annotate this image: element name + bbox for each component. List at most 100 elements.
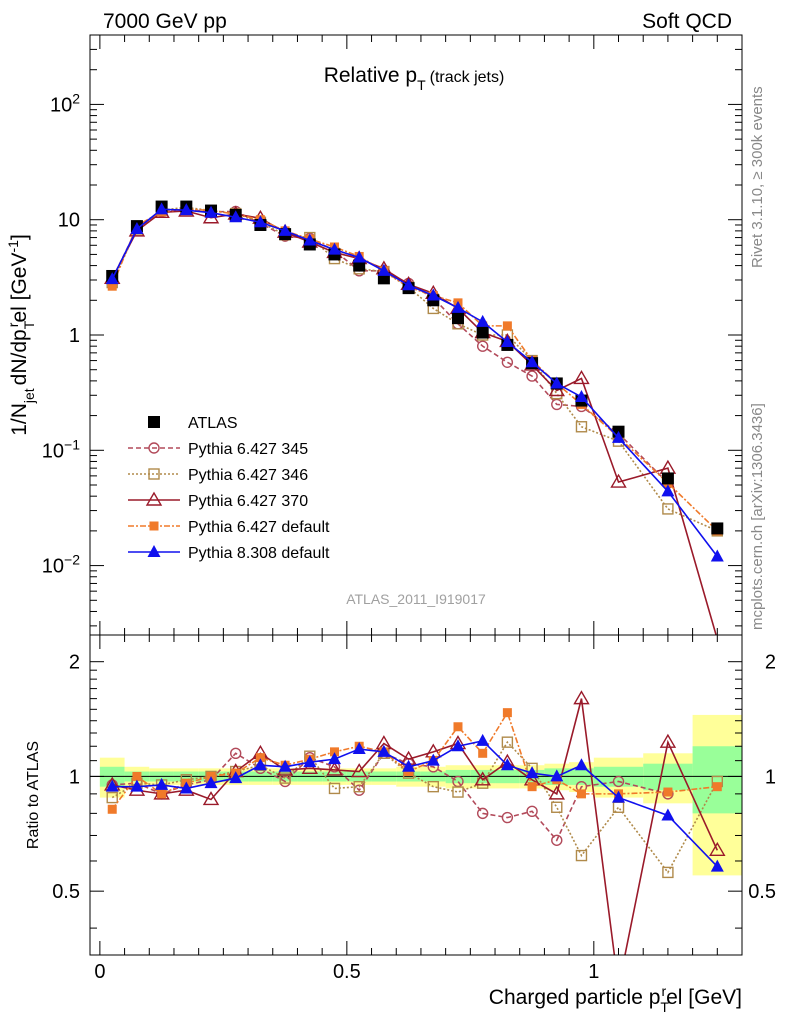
- data-point: [612, 430, 626, 443]
- ratio-point: [501, 736, 514, 748]
- header-left-label: 7000 GeV pp: [103, 10, 227, 33]
- svg-text:Charged particle pTrel [GeV]: Charged particle pTrel [GeV]: [489, 983, 742, 1015]
- legend-entry: ATLAS: [148, 415, 238, 432]
- ratio-point: [130, 779, 144, 792]
- data-point: [573, 370, 590, 385]
- ratio-point: [551, 801, 563, 813]
- data-point: [659, 459, 677, 474]
- data-point: [451, 300, 465, 313]
- ratio-point: [255, 753, 265, 763]
- ratio-point: [574, 758, 588, 771]
- data-point: [550, 376, 564, 389]
- ratio-point: [202, 791, 220, 806]
- ratio-point: [474, 771, 491, 786]
- ratio-point: [502, 708, 512, 718]
- data-point: [661, 484, 675, 497]
- main-panel: 10−2 10−1 1 10 102 Relative pT (track jets) A…: [5, 34, 743, 636]
- ratio-point: [179, 781, 193, 794]
- x-tick-label: 0: [94, 961, 105, 983]
- data-point: [278, 223, 292, 236]
- legend-marker: [148, 416, 160, 428]
- ratio-point: [451, 739, 465, 752]
- ratio-point: [132, 771, 142, 781]
- data-point: [377, 263, 391, 276]
- ratio-point: [526, 805, 538, 818]
- uncertainty-band-inner: [643, 763, 693, 791]
- y-tick-label: 10−2: [42, 552, 80, 578]
- x-axis-label: Charged particle pTrel [GeV]: [489, 983, 742, 1015]
- rivet-label: Rivet 3.1.10, ≥ 300k events: [749, 86, 766, 268]
- ratio-point: [427, 780, 439, 793]
- ratio-point: [575, 849, 588, 862]
- data-point: [179, 203, 193, 216]
- main-title: Relative pT (track jets): [324, 64, 505, 93]
- legend-entry: Pythia 6.427 default: [128, 519, 330, 536]
- data-point: [525, 355, 539, 368]
- ratio-point: [709, 841, 726, 857]
- data-point: [229, 210, 243, 223]
- ratio-point: [452, 786, 464, 798]
- legend-marker: [149, 521, 159, 531]
- mcplots-label: mcplots.cern.ch [arXiv:1306.3436]: [749, 403, 766, 630]
- ratio-point: [478, 748, 488, 758]
- x-tick-label: 0.5: [333, 961, 361, 983]
- data-point: [711, 522, 724, 535]
- ratio-point: [353, 780, 365, 793]
- svg-text:Rivet 3.1.10, ≥ 300k events: Rivet 3.1.10, ≥ 300k events: [749, 86, 766, 268]
- header-right-label: Soft QCD: [642, 10, 732, 33]
- series-5: [105, 202, 724, 562]
- data-point: [476, 326, 489, 339]
- legend-marker: [148, 442, 160, 454]
- legend-label: Pythia 8.308 default: [188, 545, 330, 562]
- ratio-point: [155, 777, 169, 790]
- y-tick-label: 10: [58, 210, 80, 232]
- ratio-point: [301, 759, 319, 775]
- series-line: [111, 206, 718, 532]
- ratio-line: [112, 698, 719, 955]
- ratio-point: [550, 769, 564, 782]
- ratio-y-tick-label-right: 2: [765, 652, 776, 674]
- legend-marker: [147, 545, 161, 557]
- ratio-point: [204, 776, 218, 789]
- svg-text:Relative pT(track jets): Relative pT (track jets): [324, 64, 505, 93]
- ratio-point: [548, 785, 565, 800]
- data-point: [526, 370, 538, 382]
- legend-entry: Pythia 8.308 default: [128, 545, 330, 562]
- ratio-point: [106, 791, 118, 804]
- ratio-point: [453, 722, 463, 732]
- ratio-point: [712, 782, 722, 792]
- ratio-point: [107, 804, 117, 814]
- legend-label: Pythia 6.427 346: [188, 467, 308, 484]
- ratio-point: [352, 742, 366, 755]
- svg-text:1/NjetdN/dpTrel [GeV-1]: 1/NjetdN/dpTrel [GeV-1]: [5, 234, 37, 436]
- data-point: [610, 473, 627, 488]
- data-point: [661, 472, 674, 485]
- series-2: [106, 201, 724, 537]
- data-point: [551, 398, 563, 411]
- ratio-y-tick-label: 1: [69, 766, 80, 788]
- data-point: [476, 314, 490, 327]
- data-point: [130, 222, 144, 235]
- ratio-point: [576, 789, 586, 799]
- ratio-point: [278, 759, 292, 772]
- data-point: [548, 382, 565, 397]
- ratio-point: [476, 777, 489, 789]
- data-point: [710, 549, 724, 562]
- uncertainty-band-inner: [692, 746, 742, 814]
- data-point: [107, 281, 117, 291]
- ratio-y-tick-label-right: 1: [765, 766, 776, 788]
- y-tick-label: 102: [50, 90, 80, 116]
- legend-label: Pythia 6.427 default: [188, 519, 330, 536]
- analysis-label: ATLAS_2011_I919017: [346, 591, 486, 607]
- data-point: [253, 215, 267, 228]
- data-point: [402, 278, 416, 291]
- data-point: [303, 233, 317, 246]
- data-point: [204, 205, 218, 218]
- data-point: [476, 340, 489, 352]
- ratio-series-2: [104, 690, 726, 955]
- ratio-point: [253, 758, 267, 771]
- ratio-point: [501, 811, 514, 824]
- y-tick-label: 10−1: [42, 436, 80, 462]
- data-point: [574, 389, 588, 402]
- ratio-series-4: [105, 733, 724, 872]
